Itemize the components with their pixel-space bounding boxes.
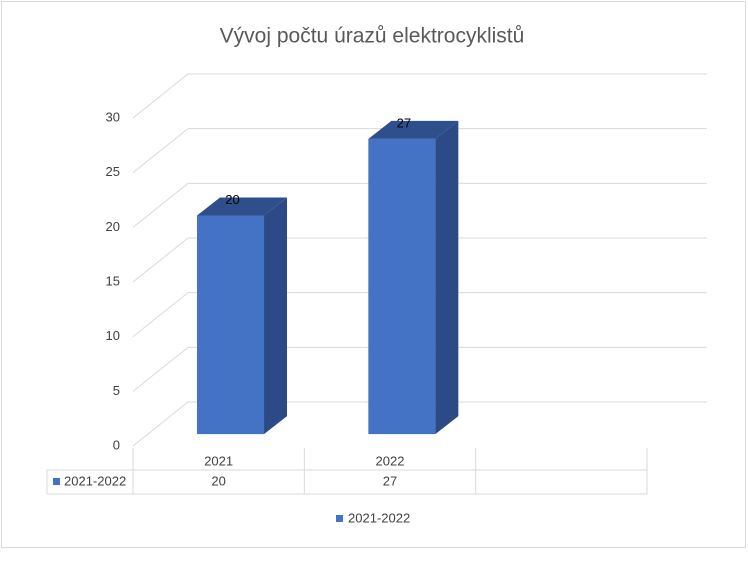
bar xyxy=(197,215,265,435)
y-tick-label: 10 xyxy=(106,328,120,343)
data-label: 27 xyxy=(397,115,411,130)
grid-line xyxy=(132,182,189,228)
table-cell: 27 xyxy=(383,473,397,488)
y-tick-label: 5 xyxy=(113,383,120,398)
table-cell: 20 xyxy=(211,473,225,488)
grid-line xyxy=(132,292,189,338)
legend-swatch xyxy=(336,515,343,522)
y-tick-label: 0 xyxy=(113,437,120,452)
grid-line xyxy=(132,401,189,447)
grid-line xyxy=(132,237,189,283)
legend-label: 2021-2022 xyxy=(348,510,410,525)
grid-line xyxy=(132,73,189,119)
table-row-label: 2021-2022 xyxy=(64,473,126,488)
bar-top xyxy=(197,197,288,216)
bar-side xyxy=(264,197,288,435)
chart-title: Vývoj počtu úrazů elektrocyklistů xyxy=(220,25,525,48)
x-tick-label: 2022 xyxy=(376,453,405,468)
data-label: 20 xyxy=(225,192,239,207)
grid-line xyxy=(132,128,189,174)
y-tick-label: 15 xyxy=(106,273,120,288)
bar-side xyxy=(435,120,459,435)
y-tick-label: 20 xyxy=(106,219,120,234)
bar-top xyxy=(368,120,459,139)
grid-line xyxy=(132,346,189,392)
x-tick-label: 2021 xyxy=(204,453,233,468)
bar xyxy=(368,138,436,435)
legend-swatch xyxy=(53,478,60,485)
y-tick-label: 30 xyxy=(106,109,120,124)
y-tick-label: 25 xyxy=(106,164,120,179)
